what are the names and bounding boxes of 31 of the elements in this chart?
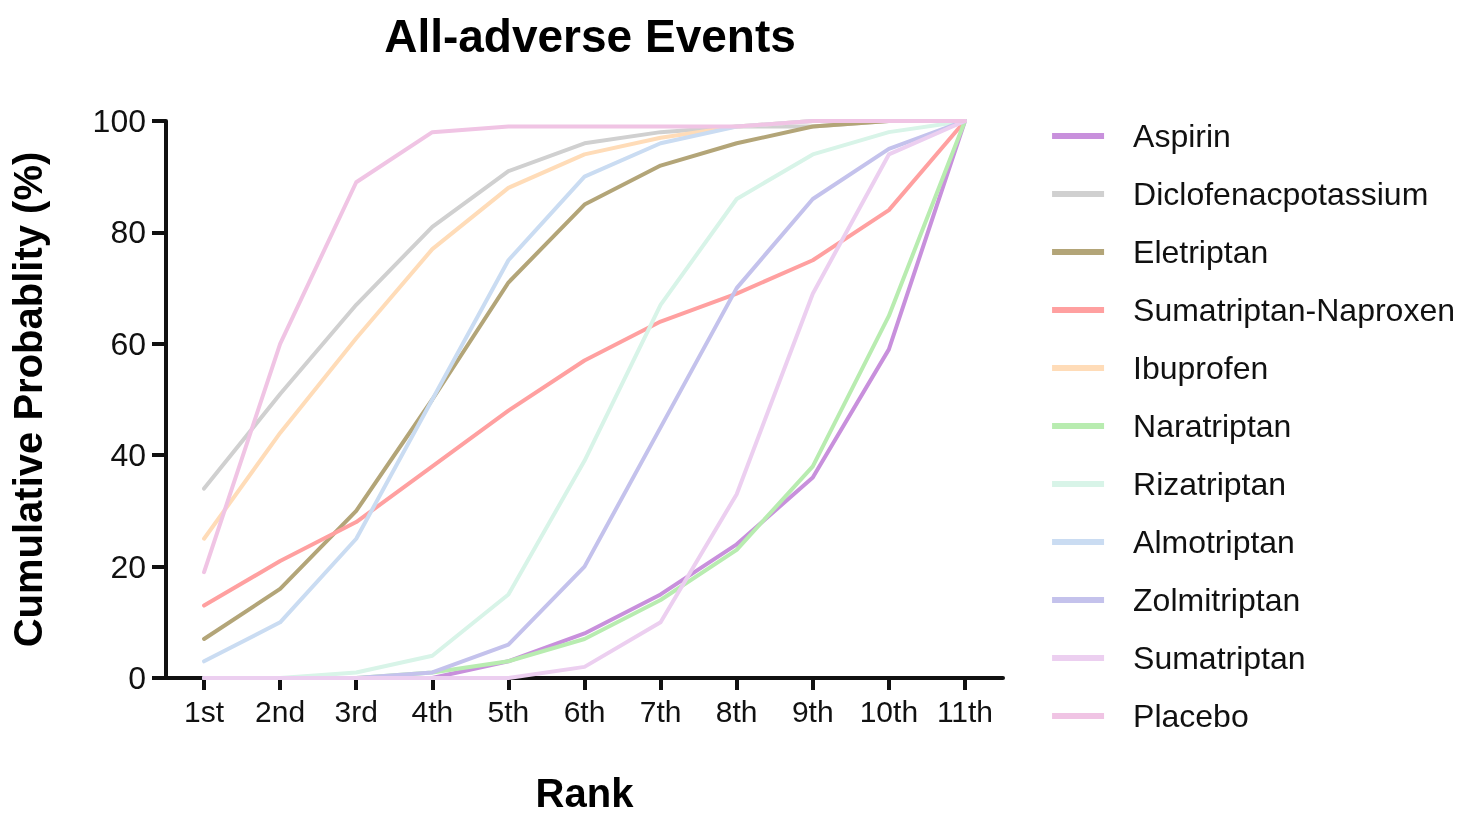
legend-label: Ibuprofen <box>1133 350 1269 386</box>
legend-label: Almotriptan <box>1133 524 1295 560</box>
legend-label: Placebo <box>1133 698 1249 734</box>
x-tick-label: 8th <box>715 694 758 728</box>
y-tick-label: 60 <box>110 325 146 362</box>
y-tick-label: 100 <box>92 103 146 139</box>
x-tick-label: 4th <box>411 694 454 728</box>
legend-label: Sumatriptan <box>1133 640 1306 676</box>
legend-label: Rizatriptan <box>1133 466 1287 502</box>
y-tick-label: 80 <box>110 214 146 251</box>
legend-label: Sumatriptan-Naproxen <box>1133 292 1455 328</box>
y-tick-label: 20 <box>110 548 146 585</box>
x-tick-label: 10th <box>859 694 919 728</box>
chart-title: All-adverse Events <box>384 10 796 62</box>
legend-label: Zolmitriptan <box>1133 582 1301 618</box>
x-tick-label: 1st <box>184 694 225 728</box>
x-tick-label: 6th <box>563 694 606 728</box>
legend-label: Eletriptan <box>1133 234 1269 270</box>
x-tick-label: 3rd <box>334 694 378 728</box>
legend-label: Aspirin <box>1133 118 1231 154</box>
legend-label: Diclofenacpotassium <box>1133 176 1429 212</box>
x-tick-label: 7th <box>639 694 682 728</box>
legend-label: Naratriptan <box>1133 408 1292 444</box>
y-tick-label: 40 <box>110 437 146 474</box>
y-tick-label: 0 <box>128 660 146 696</box>
x-tick-label: 5th <box>487 694 530 728</box>
x-tick-label: 11th <box>936 694 994 728</box>
x-axis-title: Rank <box>535 771 635 815</box>
x-tick-label: 2nd <box>255 694 306 728</box>
x-tick-label: 9th <box>791 694 834 728</box>
y-axis-title: Cumulative Probablity (%) <box>6 151 50 648</box>
